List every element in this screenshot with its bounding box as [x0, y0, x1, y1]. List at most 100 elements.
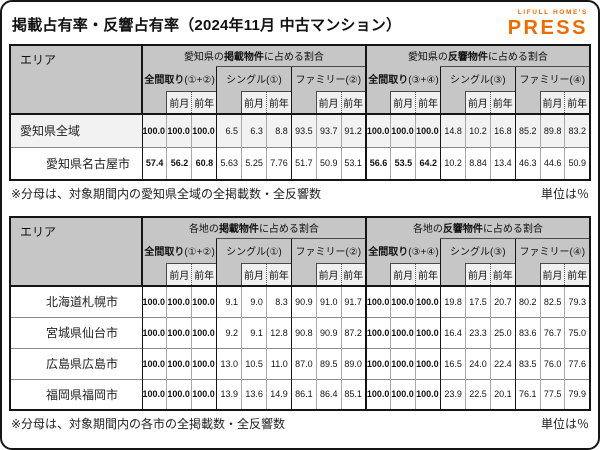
tables-container: エリア 愛知県の掲載物件に占める割合 愛知県の反響物件に占める割合 全間取り(①+②)…	[9, 44, 591, 432]
data-cell: 76.1	[514, 379, 540, 410]
data-cell: 11.0	[265, 348, 292, 379]
data-cell: 100.0	[191, 317, 217, 348]
prev-year-subheader: 前年	[191, 90, 217, 114]
data-cell: 8.8	[265, 114, 292, 147]
area-cell: 福岡県福岡市	[46, 387, 119, 402]
prev-year-subheader: 前年	[564, 90, 590, 114]
table-row: 愛知県名古屋市 57.4 56.2 60.8 5.63 5.25 7.76 51.7 50.9 5…	[10, 147, 590, 180]
data-cell: 91.7	[340, 286, 366, 317]
data-cell: 24.0	[464, 348, 491, 379]
prev-month-subheader: 前月	[539, 262, 565, 286]
prev-year-subheader: 前年	[489, 262, 516, 286]
prev-month-subheader: 前月	[241, 262, 267, 286]
data-cell: 10.5	[241, 348, 267, 379]
data-cell: 100.0	[364, 286, 391, 317]
data-cell: 83.6	[514, 317, 540, 348]
current-month-subheader	[440, 263, 466, 286]
table-row: 愛知県全域 100.0 100.0 100.0 6.5 6.3 8.8 93.5 93.7 91.…	[10, 114, 590, 147]
prev-year-subheader: 前年	[191, 262, 217, 286]
area-column-header: エリア	[10, 45, 143, 114]
data-cell: 91.0	[315, 286, 341, 317]
prev-month-subheader: 前月	[390, 262, 416, 286]
prev-year-subheader: 前年	[415, 262, 441, 286]
data-cell: 90.9	[290, 286, 317, 317]
data-cell: 100.0	[141, 286, 167, 317]
data-cell: 90.8	[290, 317, 317, 348]
data-cell: 50.9	[315, 147, 341, 180]
data-cell: 100.0	[166, 286, 192, 317]
data-cell: 5.63	[216, 147, 242, 180]
logo-text-press: PRESS	[507, 16, 588, 39]
data-cell: 25.0	[489, 317, 516, 348]
data-cell: 9.0	[241, 286, 267, 317]
data-cell: 17.5	[464, 286, 491, 317]
data-cell: 23.3	[464, 317, 491, 348]
response-section-header: 愛知県の反響物件に占める割合	[364, 45, 590, 66]
prev-month-subheader: 前月	[166, 262, 192, 286]
data-cell: 64.2	[415, 147, 441, 180]
share-table-1: エリア 愛知県の掲載物件に占める割合 愛知県の反響物件に占める割合 全間取り(①+②)…	[9, 44, 591, 181]
current-month-subheader	[216, 91, 242, 114]
current-month-subheader	[364, 91, 391, 114]
lifull-homes-press-logo: LIFULL HOME'S PRESS	[508, 10, 588, 38]
data-cell: 9.2	[216, 317, 242, 348]
data-cell: 22.5	[464, 379, 491, 410]
denominator-note: ※分母は、対象期間内の各市の全掲載数・全反響数	[11, 417, 286, 431]
data-cell: 6.3	[241, 114, 267, 147]
data-cell: 20.7	[489, 286, 516, 317]
logo-text-small: LIFULL HOME'S	[517, 9, 588, 17]
data-cell: 22.4	[489, 348, 516, 379]
group-header: シングル(③)	[440, 237, 516, 263]
data-cell: 9.1	[216, 286, 242, 317]
data-cell: 14.9	[265, 379, 292, 410]
data-cell: 100.0	[415, 379, 441, 410]
table-block-2: エリア 各地の掲載物件に占める割合 各地の反響物件に占める割合 全間取り(①+②) シン…	[9, 216, 591, 432]
data-cell: 100.0	[415, 348, 441, 379]
data-cell: 14.8	[440, 114, 466, 147]
prev-month-subheader: 前月	[166, 90, 192, 114]
data-cell: 100.0	[364, 114, 391, 147]
data-cell: 80.2	[514, 286, 540, 317]
group-header: シングル(①)	[216, 237, 292, 263]
data-cell: 89.5	[315, 348, 341, 379]
area-cell: 愛知県名古屋市	[46, 156, 131, 171]
table-footnote: ※分母は、対象期間内の各市の全掲載数・全反響数 単位は％	[9, 411, 591, 432]
share-table-2: エリア 各地の掲載物件に占める割合 各地の反響物件に占める割合 全間取り(①+②) シン…	[9, 216, 591, 411]
data-cell: 16.4	[440, 317, 466, 348]
group-header: ファミリー(④)	[514, 65, 590, 91]
current-month-subheader	[290, 91, 317, 114]
data-cell: 79.9	[564, 379, 590, 410]
current-month-subheader	[440, 91, 466, 114]
data-cell: 76.7	[539, 317, 565, 348]
data-cell: 76.0	[539, 348, 565, 379]
data-cell: 77.5	[539, 379, 565, 410]
data-cell: 93.7	[315, 114, 341, 147]
listing-section-header: 愛知県の掲載物件に占める割合	[142, 45, 366, 66]
data-cell: 100.0	[191, 114, 217, 147]
data-cell: 23.9	[440, 379, 466, 410]
data-cell: 10.2	[440, 147, 466, 180]
data-cell: 56.2	[166, 147, 192, 180]
data-cell: 86.4	[315, 379, 341, 410]
data-cell: 19.8	[440, 286, 466, 317]
data-cell: 100.0	[191, 379, 217, 410]
data-cell: 85.1	[340, 379, 366, 410]
area-cell: 宮城県仙台市	[46, 326, 119, 340]
area-cell: 広島県広島市	[46, 357, 119, 371]
data-cell: 53.5	[390, 147, 416, 180]
table-row: 北海道札幌市 100.0 100.0 100.0 9.1 9.0 8.3 90.9 91.0 91…	[10, 286, 590, 317]
data-cell: 100.0	[166, 317, 192, 348]
data-cell: 89.0	[340, 348, 366, 379]
data-cell: 100.0	[390, 379, 416, 410]
data-cell: 79.3	[564, 286, 590, 317]
current-month-subheader	[364, 263, 391, 286]
current-month-subheader	[141, 263, 167, 286]
data-cell: 100.0	[141, 114, 167, 147]
data-cell: 44.6	[539, 147, 565, 180]
current-month-subheader	[514, 263, 540, 286]
area-column-header: エリア	[10, 217, 143, 286]
data-cell: 8.84	[464, 147, 491, 180]
data-cell: 56.6	[364, 147, 391, 180]
data-cell: 13.9	[216, 379, 242, 410]
